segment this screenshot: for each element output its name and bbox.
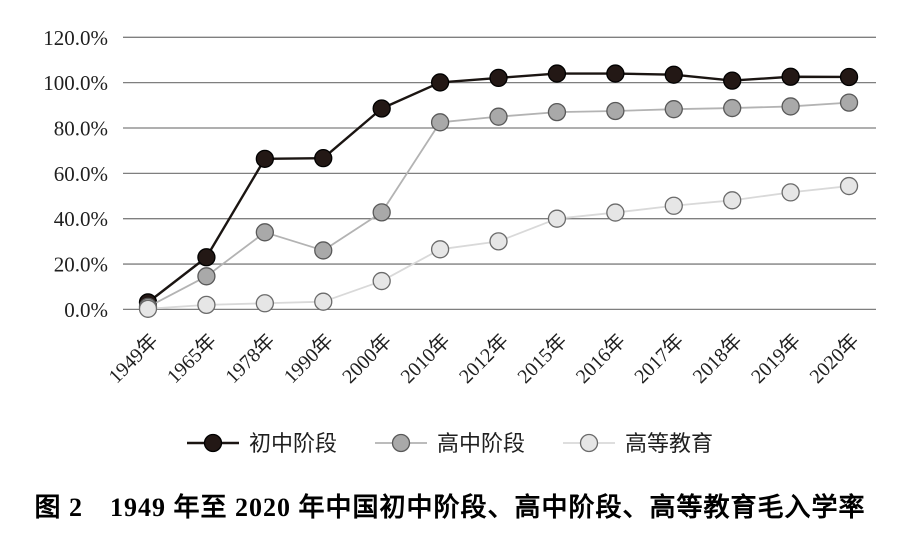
series-marker-senior-secondary — [314, 241, 333, 260]
series-marker-junior-secondary — [723, 71, 742, 90]
series-marker-junior-secondary — [197, 248, 216, 267]
x-axis-tick-label: 2016年 — [571, 329, 630, 388]
series-marker-higher-education — [664, 196, 683, 215]
legend-item-junior-secondary: 初中阶段 — [187, 431, 337, 456]
series-marker-junior-secondary — [255, 149, 274, 168]
series-marker-higher-education — [781, 183, 800, 202]
x-axis-tick-label: 2015年 — [513, 329, 572, 388]
series-marker-higher-education — [314, 292, 333, 311]
series-marker-senior-secondary — [489, 107, 508, 126]
legend-label-senior-secondary: 高中阶段 — [437, 431, 525, 456]
y-axis-tick-label: 80.0% — [54, 117, 108, 141]
legend-item-senior-secondary: 高中阶段 — [375, 431, 525, 456]
series-marker-junior-secondary — [606, 64, 625, 83]
series-marker-senior-secondary — [664, 100, 683, 119]
y-axis-tick-label: 20.0% — [54, 253, 108, 277]
series-line-senior-secondary — [147, 101, 850, 308]
series-marker-higher-education — [839, 176, 859, 196]
x-axis-tick-label: 2017年 — [630, 329, 689, 388]
series-marker-junior-secondary — [839, 67, 859, 87]
series-marker-higher-education — [255, 294, 274, 313]
x-axis-tick-label: 1965年 — [162, 329, 221, 388]
series-marker-higher-education — [197, 295, 216, 315]
x-axis-tick-label: 2018年 — [688, 329, 747, 388]
y-axis-tick-label: 100.0% — [43, 71, 108, 95]
series-marker-junior-secondary — [547, 64, 567, 83]
series-marker-junior-secondary — [372, 99, 391, 118]
y-axis-tick-label: 120.0% — [43, 26, 108, 50]
x-axis-tick-label: 2012年 — [454, 329, 513, 388]
legend-label-higher-education: 高等教育 — [625, 431, 713, 456]
series-marker-higher-education — [547, 209, 567, 228]
enrollment-line-chart: 0.0% 20.0% 40.0% 60.0% 80.0% 100.0% 120.0% 1949… — [43, 26, 876, 456]
x-axis-tick-label: 1990年 — [279, 329, 338, 388]
series-marker-senior-secondary — [606, 101, 625, 121]
series-marker-senior-secondary — [547, 102, 567, 122]
series-marker-senior-secondary — [839, 93, 859, 112]
series-marker-senior-secondary — [372, 203, 391, 222]
legend-marker-higher-education — [579, 433, 599, 453]
x-axis-tick-label: 2019年 — [746, 329, 805, 388]
series-marker-junior-secondary — [489, 68, 508, 88]
series-marker-higher-education — [723, 191, 742, 210]
legend-label-junior-secondary: 初中阶段 — [249, 431, 337, 456]
legend-marker-junior-secondary — [203, 433, 223, 453]
series-marker-higher-education — [430, 240, 450, 259]
series-marker-junior-secondary — [664, 65, 683, 84]
series-marker-senior-secondary — [723, 98, 742, 118]
series-marker-junior-secondary — [781, 67, 800, 86]
series-marker-senior-secondary — [197, 267, 216, 286]
series-marker-higher-education — [606, 203, 625, 222]
legend-item-higher-education: 高等教育 — [563, 431, 713, 456]
x-axis-tick-label: 2020年 — [805, 329, 864, 388]
figure-caption: 图 2 1949 年至 2020 年中国初中阶段、高中阶段、高等教育毛入学率 — [34, 493, 866, 522]
x-axis-tick-label: 1978年 — [221, 329, 280, 388]
series-marker-senior-secondary — [430, 113, 450, 132]
x-axis-tick-label: 2000年 — [338, 329, 397, 388]
y-axis-tick-label: 0.0% — [64, 298, 108, 322]
x-axis-tick-label: 2010年 — [396, 329, 455, 388]
series-marker-junior-secondary — [314, 149, 333, 168]
series-marker-junior-secondary — [430, 73, 450, 92]
y-axis-tick-label: 40.0% — [54, 207, 108, 231]
series-marker-senior-secondary — [781, 97, 800, 116]
x-axis-tick-label: 1949年 — [104, 329, 163, 388]
series-marker-senior-secondary — [255, 223, 274, 242]
y-axis-tick-label: 60.0% — [54, 162, 108, 186]
legend-marker-senior-secondary — [391, 433, 411, 453]
series-marker-higher-education — [489, 232, 508, 251]
series-marker-higher-education — [372, 271, 391, 291]
series-marker-higher-education — [138, 299, 158, 318]
